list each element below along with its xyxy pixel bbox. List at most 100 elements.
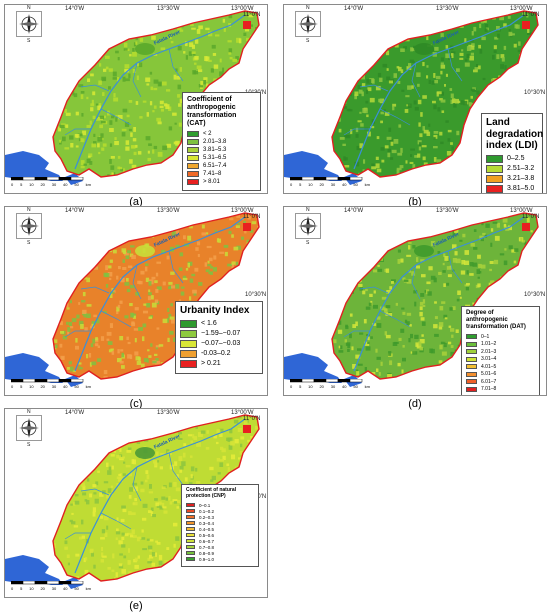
scale-label: 0 (11, 182, 14, 187)
main-river (74, 14, 246, 170)
legend-swatch (486, 154, 503, 163)
legend-item: 0.7–0.8 (186, 545, 254, 550)
legend-label: 3.81–5.3 (203, 147, 227, 154)
scale-unit: km (364, 384, 370, 389)
legend-swatch (180, 339, 197, 348)
tributary (379, 108, 411, 126)
compass-south-label: S (27, 442, 31, 448)
scale-unit: km (364, 182, 370, 187)
panel-caption: (c) (129, 398, 143, 410)
legend-swatch (187, 131, 199, 138)
legend-label: 5.31–6.5 (203, 155, 227, 162)
legend-swatch (486, 184, 503, 193)
main-river (353, 216, 525, 372)
scale-label: 40 (63, 586, 68, 591)
tributary (100, 512, 132, 530)
legend-label: 2.01–3 (481, 348, 497, 355)
tributary (168, 48, 184, 82)
legend-swatch (180, 349, 197, 358)
legend-label: 0.1–0.2 (199, 508, 215, 514)
tick-lat-top: 11°0'N (522, 12, 540, 18)
scale-label: 50 (74, 182, 79, 187)
basin-border (331, 10, 539, 178)
legend-swatch (466, 356, 477, 362)
compass-north-label: N (306, 5, 310, 11)
urban-hotspot (243, 425, 251, 433)
compass-south-label: S (306, 38, 310, 44)
scale-label: 10 (29, 182, 34, 187)
legend-label: 0.9–1.0 (199, 556, 215, 562)
legend-swatch (466, 364, 477, 370)
scale-label: 20 (40, 384, 45, 389)
legend-label: 0.6–0.7 (199, 538, 215, 544)
scale-bar: 0 5 10 20 30 40 50 km (11, 379, 91, 391)
scale-label: 40 (342, 182, 347, 187)
tick-lat-mid: 10°30'N (524, 90, 546, 96)
scale-bar-labels: 0 5 10 20 30 40 50 km (11, 384, 91, 389)
sea-area (5, 555, 63, 585)
legend-item: < 1.6 (180, 319, 258, 328)
scale-label: 20 (319, 384, 324, 389)
scale-label: 5 (20, 182, 23, 187)
panel-caption: (d) (408, 398, 422, 410)
north-arrow-icon (295, 11, 321, 37)
legend-swatch (466, 349, 477, 355)
legend-label: 4.01–5 (481, 363, 497, 370)
tributary (447, 48, 463, 82)
legend-swatch (187, 171, 199, 178)
tributary (447, 250, 463, 284)
scale-label: 30 (51, 384, 57, 389)
map-legend: Coefficient of anthropogenic transformat… (182, 92, 261, 192)
tick-lon-right: 13°30'W (157, 208, 180, 214)
map-frame: Fatala River N S 0 5 10 20 30 40 50 km 14°0'W 13°30'… (283, 4, 547, 194)
legend-item: 5.01–6 (466, 371, 535, 377)
tributary (132, 466, 142, 502)
legend-label: 3.01–4 (481, 356, 497, 363)
map-legend: Urbanity Index < 1.6 −1.59–−0.07 −0.07–−0.0… (175, 301, 263, 374)
tick-lat-top: 11°0'N (243, 416, 261, 422)
legend-swatch (186, 557, 195, 561)
legend-label: 0.7–0.8 (199, 544, 215, 550)
tick-lon-right: 13°30'W (157, 410, 180, 416)
map-frame: Fatala River N S 0 5 10 20 30 40 50 km 14°0'W 13°30'… (283, 206, 547, 396)
map-legend: Land degradation index (LDI) 0–2.5 2.51–3.… (481, 113, 543, 193)
tick-lat-top: 11°0'N (243, 214, 261, 220)
tick-lon-corner: 13°00'W (231, 410, 254, 416)
river-basin (53, 11, 259, 177)
legend-item: 6.01–7 (466, 379, 535, 385)
scale-label: 0 (290, 182, 293, 187)
legend-item: 0.6–0.7 (186, 539, 254, 544)
legend-item: 2.01–3 (466, 349, 535, 355)
tick-lat-mid: 10°30'N (245, 292, 267, 298)
legend-label: < 2 (203, 131, 212, 138)
tick-lon-right: 13°30'W (436, 6, 459, 12)
scale-label: 20 (40, 586, 45, 591)
scale-label: 40 (63, 384, 68, 389)
sea-area (284, 151, 342, 181)
scale-label: 10 (308, 182, 313, 187)
legend-swatch (466, 334, 477, 340)
urban-hotspot (243, 223, 251, 231)
urban-hotspot (522, 21, 530, 29)
legend-label: > 8.01 (203, 179, 220, 186)
legend-swatch (187, 163, 199, 170)
scale-label: 0 (290, 384, 293, 389)
tributary (343, 330, 370, 338)
scale-label: 10 (29, 384, 34, 389)
urban-hotspot (522, 223, 530, 231)
legend-swatch (180, 329, 197, 338)
scale-label: 50 (353, 182, 358, 187)
legend-label: 3.21–3.8 (507, 175, 535, 182)
legend-swatch (187, 147, 199, 154)
basin-border (331, 212, 539, 380)
legend-swatch (186, 503, 195, 507)
basin-border (52, 10, 260, 178)
scale-unit: km (85, 586, 91, 591)
main-river (74, 216, 246, 372)
tributary (100, 310, 132, 328)
legend-item: 0.2–0.3 (186, 515, 254, 520)
tributary (411, 62, 421, 98)
legend-label: 7.01–8 (481, 386, 497, 393)
basin-border (52, 212, 260, 380)
panel-caption: (a) (129, 196, 143, 208)
